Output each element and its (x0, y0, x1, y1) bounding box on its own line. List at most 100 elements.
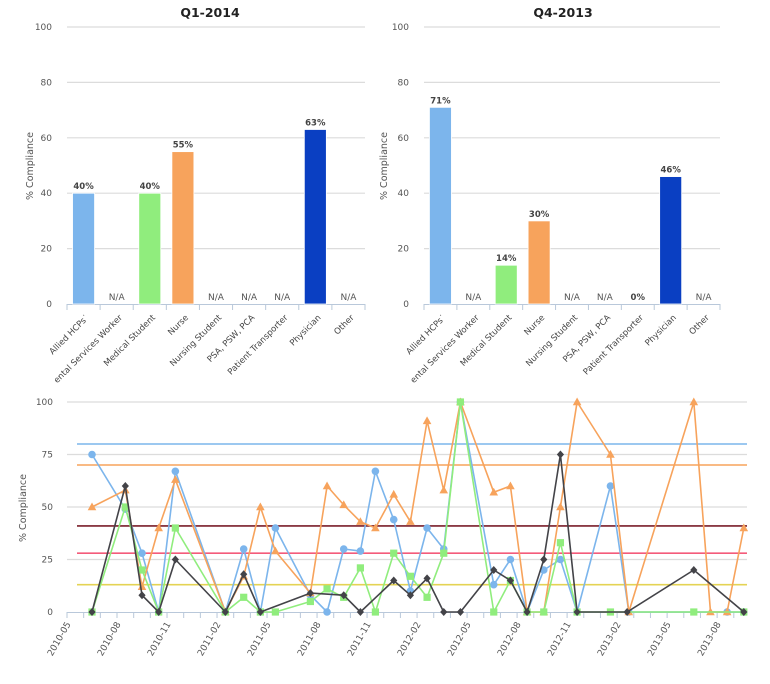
x-tick-label: 2011-11 (346, 621, 373, 659)
data-point (573, 608, 581, 616)
data-point (390, 549, 398, 557)
data-label: N/A (208, 293, 225, 303)
data-point (390, 576, 398, 585)
data-label: N/A (696, 293, 713, 303)
bar-chart-q1-2014: Q1-2014 % Compliance 02040608010040%Alli… (25, 5, 366, 386)
x-category-label: Nurse (166, 313, 191, 338)
chart-title: Q4-2013 (533, 5, 592, 20)
data-point (523, 608, 531, 616)
y-tick-label: 100 (36, 398, 53, 408)
data-label: 46% (660, 166, 681, 176)
data-point (423, 593, 431, 601)
y-axis-label: % Compliance (379, 132, 390, 200)
data-label: 55% (173, 141, 194, 151)
data-point (256, 608, 264, 616)
y-tick-label: 40 (41, 189, 53, 199)
x-tick-label: 2010-08 (96, 620, 124, 658)
y-tick-label: 0 (47, 608, 53, 618)
x-category-label: Patient Transporter (226, 313, 291, 378)
data-label: N/A (241, 293, 258, 303)
y-tick-label: 20 (398, 245, 410, 255)
data-point (271, 524, 280, 532)
data-point (323, 585, 331, 593)
data-point (556, 502, 565, 511)
x-tick-label: 2013-08 (696, 620, 724, 658)
data-point (121, 482, 129, 490)
bar-0 (72, 192, 95, 305)
data-point (138, 549, 146, 557)
bar-2 (138, 192, 162, 305)
x-tick-label: 2011-05 (246, 621, 273, 659)
y-axis-label: % Compliance (18, 474, 29, 542)
series-line-medical-student (91, 401, 744, 613)
data-point (490, 566, 498, 574)
data-point (406, 517, 415, 525)
data-point (356, 608, 364, 616)
bar-3 (171, 151, 195, 305)
data-point (540, 555, 548, 564)
data-label: N/A (274, 293, 291, 303)
line-chart-compliance-trend: % Compliance 0 25 50 75 100 2010-05 2010-08 201… (18, 397, 749, 659)
data-point (171, 467, 180, 476)
x-category-label: Nurse (523, 313, 548, 338)
data-point (306, 597, 314, 606)
x-tick-label: 2013-02 (596, 621, 623, 659)
data-point (271, 546, 280, 555)
data-point (356, 517, 365, 525)
bar-7 (303, 129, 327, 305)
data-point (137, 582, 147, 590)
x-tick-label: 2012-05 (446, 621, 473, 659)
data-point (606, 482, 615, 490)
x-tick-label: 2010-05 (46, 621, 73, 659)
bar-7 (659, 176, 683, 305)
data-label: 30% (529, 210, 550, 220)
data-point (440, 549, 448, 557)
data-label: 71% (430, 96, 451, 106)
data-point (371, 467, 380, 476)
y-tick-label: 40 (398, 189, 410, 199)
data-point (138, 566, 146, 574)
data-point (323, 608, 331, 616)
data-point (422, 416, 432, 425)
x-category-label: Patient Transporter (582, 313, 647, 378)
y-tick-label: 100 (392, 23, 409, 33)
x-tick-label: 2012-08 (496, 620, 524, 658)
data-point (440, 608, 448, 616)
y-tick-label: 75 (42, 451, 53, 461)
data-point (690, 608, 698, 616)
data-label: N/A (564, 293, 581, 303)
data-point (356, 564, 364, 572)
y-tick-label: 60 (398, 134, 410, 144)
y-axis-label: % Compliance (25, 132, 36, 200)
data-point (389, 489, 399, 498)
data-point (506, 576, 515, 585)
data-label: 63% (305, 118, 326, 128)
data-point (506, 555, 515, 564)
data-point (739, 523, 749, 532)
y-tick-label: 50 (42, 503, 54, 513)
data-point (556, 450, 565, 459)
data-point (339, 545, 348, 553)
data-point (689, 397, 699, 406)
y-tick-label: 80 (41, 78, 53, 88)
x-category-label: Other (332, 313, 356, 337)
data-point (121, 503, 129, 511)
data-label: 40% (140, 182, 161, 192)
data-label: N/A (109, 293, 126, 303)
data-point (171, 475, 180, 483)
data-point (456, 608, 465, 616)
bar-3 (527, 220, 551, 305)
data-point (371, 523, 380, 532)
x-tick-label: 2013-05 (646, 621, 673, 659)
data-label: 0% (631, 293, 646, 303)
data-point (690, 566, 698, 574)
data-label: N/A (340, 293, 357, 303)
x-category-label: Other (688, 313, 712, 337)
y-tick-label: 80 (398, 78, 410, 88)
bar-chart-q4-2013: Q4-2013 % Compliance 02040608010071%Alli… (379, 5, 721, 386)
data-point (154, 523, 163, 532)
data-point (572, 397, 582, 406)
data-point (540, 608, 548, 616)
data-point (221, 608, 229, 616)
data-point (556, 539, 565, 547)
